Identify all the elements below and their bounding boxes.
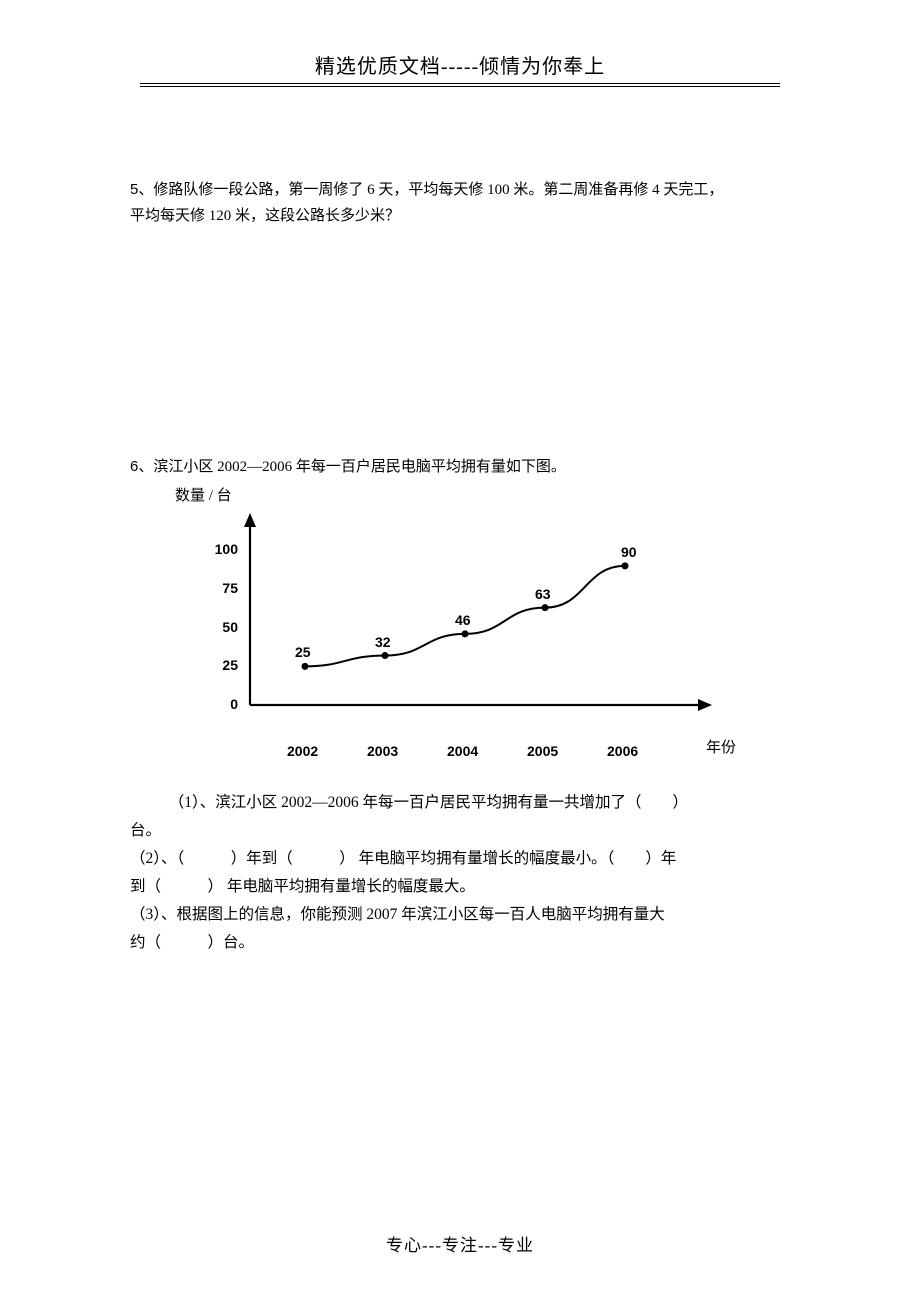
ytick-label: 50 xyxy=(190,619,238,635)
question-6-intro: 6、滨江小区 2002—2006 年每一百户居民电脑平均拥有量如下图。 xyxy=(130,454,790,480)
xtick-label: 2002 xyxy=(287,743,318,759)
data-value-label: 46 xyxy=(455,612,471,628)
q5-line2: 平均每天修 120 米，这段公路长多少米？ xyxy=(130,208,400,224)
ytick-label: 25 xyxy=(190,657,238,673)
xtick-label: 2003 xyxy=(367,743,398,759)
data-value-label: 90 xyxy=(621,544,637,560)
chart-ylabel: 数量 / 台 xyxy=(175,484,790,505)
chart-container: 数量 / 台 年份 025507510020022003200420052006… xyxy=(130,484,790,733)
q6-sub1-line1: （1）、滨江小区 2002—2006 年每一百户居民平均拥有量一共增加了（ ） xyxy=(130,789,790,817)
header-rule-top xyxy=(140,83,780,84)
q6-sub3-line2: 约（ ）台。 xyxy=(130,929,790,957)
q6-sub1-line2: 台。 xyxy=(130,817,790,845)
line-chart: 年份 0255075100200220032004200520062532466… xyxy=(190,505,750,733)
q6-sub2-line1: （2）、（ ）年到（ ） 年电脑平均拥有量增长的幅度最小。（ ）年 xyxy=(130,845,790,873)
question-5: 5、修路队修一段公路，第一周修了 6 天，平均每天修 100 米。第二周准备再修… xyxy=(130,177,790,229)
header-rule-bottom xyxy=(140,86,780,87)
xtick-label: 2006 xyxy=(607,743,638,759)
header-title: 精选优质文档-----倾情为你奉上 xyxy=(130,50,790,79)
question-6-subs: （1）、滨江小区 2002—2006 年每一百户居民平均拥有量一共增加了（ ） … xyxy=(130,789,790,957)
ytick-label: 75 xyxy=(190,580,238,596)
q6-intro-text: 、滨江小区 2002—2006 年每一百户居民电脑平均拥有量如下图。 xyxy=(138,459,566,475)
q6-sub2-line2: 到（ ） 年电脑平均拥有量增长的幅度最大。 xyxy=(130,873,790,901)
xtick-label: 2004 xyxy=(447,743,478,759)
data-value-label: 25 xyxy=(295,644,311,660)
footer-text: 专心---专注---专业 xyxy=(0,1231,920,1256)
data-value-label: 32 xyxy=(375,634,391,650)
ytick-label: 100 xyxy=(190,541,238,557)
q6-sub3-line1: （3）、根据图上的信息，你能预测 2007 年滨江小区每一百人电脑平均拥有量大 xyxy=(130,901,790,929)
chart-xlabel: 年份 xyxy=(706,736,736,757)
q5-line1: 、修路队修一段公路，第一周修了 6 天，平均每天修 100 米。第二周准备再修 … xyxy=(138,182,723,198)
data-value-label: 63 xyxy=(535,586,551,602)
xtick-label: 2005 xyxy=(527,743,558,759)
ytick-label: 0 xyxy=(190,696,238,712)
